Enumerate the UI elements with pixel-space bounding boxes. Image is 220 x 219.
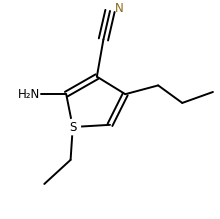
- Text: S: S: [69, 120, 77, 134]
- Text: N: N: [114, 2, 123, 15]
- Text: H₂N: H₂N: [18, 88, 40, 101]
- Circle shape: [65, 119, 81, 135]
